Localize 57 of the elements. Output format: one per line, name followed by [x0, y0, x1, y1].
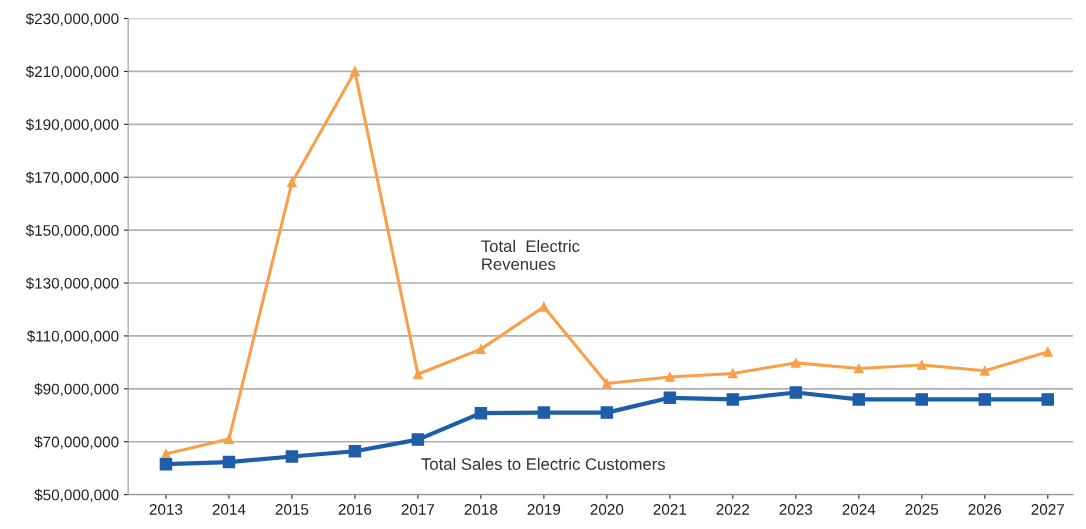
point	[852, 393, 866, 406]
y-tick-label: $170,000,000	[25, 171, 119, 185]
point	[916, 360, 927, 370]
x-tick-label: 2017	[401, 504, 435, 515]
point	[161, 449, 171, 459]
x-tick-label: 2026	[968, 504, 1002, 515]
x-tick-label: 2014	[212, 504, 246, 515]
point	[664, 372, 675, 382]
point	[222, 455, 236, 469]
point	[979, 365, 990, 376]
x-tick-label: 2019	[527, 504, 561, 515]
point	[350, 66, 360, 77]
point	[727, 368, 738, 379]
y-tick-label: $110,000,000	[26, 330, 119, 344]
y-tick-label: $210,000,000	[25, 65, 119, 79]
y-tick-label: $190,000,000	[25, 118, 119, 132]
y-tick-label: $230,000,000	[25, 12, 119, 27]
point	[539, 301, 549, 312]
point	[287, 177, 297, 188]
y-tick-label: $70,000,000	[34, 435, 119, 450]
point	[1042, 346, 1053, 357]
point	[413, 369, 423, 380]
y-tick-label: $150,000,000	[25, 224, 119, 238]
y-tick-label: $90,000,000	[34, 383, 119, 397]
point	[726, 393, 740, 406]
point	[853, 363, 864, 374]
y-tick-label: $130,000,000	[25, 277, 119, 291]
x-tick-label: 2022	[716, 504, 750, 515]
point	[537, 406, 551, 419]
x-tick-label: 2027	[1031, 504, 1064, 515]
point	[600, 406, 614, 419]
point	[1041, 393, 1055, 406]
x-tick-label: 2020	[590, 504, 624, 515]
x-tick-label: 2013	[149, 504, 183, 515]
point	[601, 378, 612, 389]
x-tick-label: 2023	[779, 504, 813, 515]
point	[978, 393, 992, 406]
x-tick-label: 2021	[653, 504, 687, 515]
x-tick-label: 2018	[464, 504, 498, 515]
x-tick-label: 2016	[338, 504, 372, 515]
series-label: Total Sales to Electric Customers	[421, 457, 665, 470]
point	[224, 434, 234, 444]
point	[474, 406, 488, 420]
x-tick-label: 2025	[905, 504, 939, 515]
point	[663, 391, 677, 405]
point	[790, 358, 801, 368]
text: Total Electric Revenues	[481, 239, 580, 271]
point	[348, 444, 362, 458]
point	[476, 344, 486, 355]
point	[411, 433, 425, 446]
point	[285, 450, 299, 463]
x-tick-label: 2024	[842, 504, 876, 515]
point	[159, 457, 173, 471]
point	[789, 386, 803, 399]
y-tick-label: $50,000,000	[34, 488, 119, 503]
point	[915, 393, 929, 406]
x-tick-label: 2015	[275, 504, 309, 515]
